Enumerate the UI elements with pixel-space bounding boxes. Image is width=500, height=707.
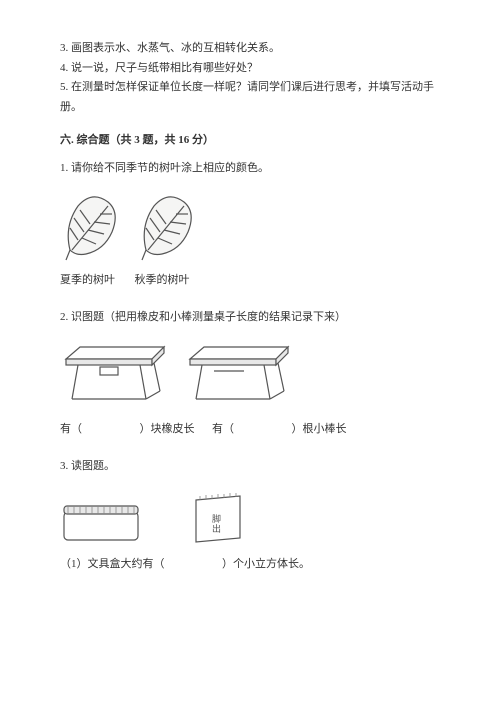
fill-box-b: ）个小立方体长。 — [222, 558, 310, 570]
fill-stick-a: 有（ — [212, 423, 234, 435]
section-6-q2: 2. 识图题（把用橡皮和小棒测量桌子长度的结果记录下来） — [60, 309, 440, 327]
item-5-line1: 5. 在测量时怎样保证单位长度一样呢？请同学们课后进行思考，并填写活动手 — [60, 79, 440, 97]
leaf-labels: 夏季的树叶 秋季的树叶 — [60, 272, 440, 290]
box-fill-row: （1）文具盒大约有（ ）个小立方体长。 — [60, 556, 440, 574]
item-3: 3. 画图表示水、水蒸气、冰的互相转化关系。 — [60, 40, 440, 58]
item-5-line2: 册。 — [60, 99, 440, 117]
label-autumn: 秋季的树叶 — [135, 274, 190, 286]
box-images-row: 脚 出 — [60, 490, 440, 546]
fill-eraser-b: ）块橡皮长 — [140, 423, 195, 435]
label-summer: 夏季的树叶 — [60, 274, 115, 286]
leaf-autumn-icon — [136, 192, 198, 262]
section-6-q1: 1. 请你给不同季节的树叶涂上相应的颜色。 — [60, 160, 440, 178]
svg-text:脚: 脚 — [212, 514, 221, 524]
section-6-title: 六. 综合题（共 3 题，共 16 分） — [60, 132, 440, 150]
pencil-box-icon — [60, 498, 146, 546]
leaf-summer-icon — [60, 192, 122, 262]
desk-stick-icon — [184, 341, 294, 411]
svg-text:出: 出 — [212, 523, 221, 534]
leaf-images-row — [60, 192, 440, 262]
desk-images-row — [60, 341, 440, 411]
section-6-q3: 3. 读图题。 — [60, 458, 440, 476]
desk-fill-row: 有（ ）块橡皮长 有（ ）根小棒长 — [60, 421, 440, 439]
fill-stick-b: ）根小棒长 — [292, 423, 347, 435]
notebook-icon: 脚 出 — [186, 490, 246, 546]
fill-box-a: （1）文具盒大约有（ — [60, 558, 165, 570]
desk-eraser-icon — [60, 341, 170, 411]
fill-eraser-a: 有（ — [60, 423, 82, 435]
item-4: 4. 说一说，尺子与纸带相比有哪些好处？ — [60, 60, 440, 78]
